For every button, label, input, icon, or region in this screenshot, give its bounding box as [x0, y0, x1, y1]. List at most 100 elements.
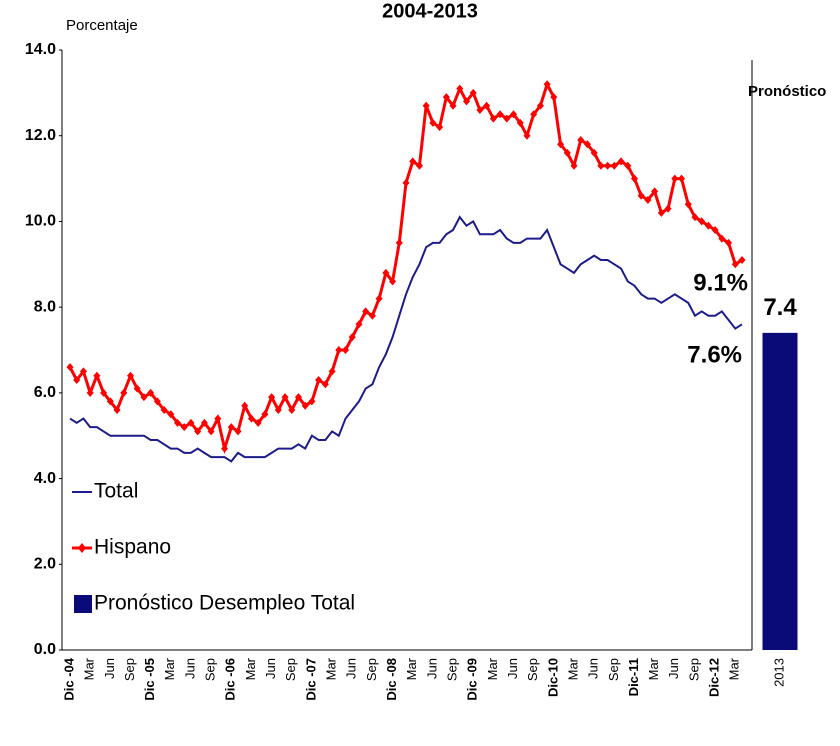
y-tick-label: 6.0 [34, 384, 56, 401]
marker [100, 388, 108, 397]
legend-label: Pronóstico Desempleo Total [94, 592, 355, 615]
marker [274, 406, 282, 414]
y-tick-label: 14.0 [25, 41, 56, 58]
marker [698, 217, 706, 226]
chart-title: 2004-2013 [382, 0, 478, 22]
marker [711, 226, 719, 234]
marker [362, 307, 370, 316]
x-tick-label: Mar [162, 657, 177, 680]
series-line [68, 80, 743, 455]
y-tick-label: 4.0 [34, 470, 56, 487]
marker [476, 106, 484, 114]
x-tick-label: Dic-12 [707, 658, 722, 697]
marker [657, 208, 665, 217]
marker [664, 204, 672, 213]
x-tick-label: Mar [565, 657, 580, 680]
annotation: 7.6% [687, 341, 742, 368]
marker [442, 93, 450, 102]
marker [375, 294, 383, 303]
marker [328, 367, 336, 376]
y-tick-label: 2.0 [34, 556, 56, 573]
marker [167, 410, 175, 419]
marker [422, 101, 430, 110]
marker [651, 187, 659, 196]
marker [637, 191, 645, 200]
marker [247, 414, 255, 423]
x-tick-label: Jun [424, 658, 439, 679]
marker [348, 333, 356, 342]
marker [73, 376, 81, 384]
legend-label: Total [94, 480, 138, 503]
marker [409, 157, 417, 166]
x-tick-label: Dic-10 [545, 658, 560, 697]
x-tick-label: Mar [82, 657, 97, 680]
marker [368, 311, 376, 320]
x-tick-label: Sep [364, 658, 379, 681]
marker [180, 423, 188, 432]
marker [294, 393, 302, 402]
marker [355, 320, 363, 329]
marker [308, 397, 316, 406]
x-tick-label: Jun [263, 658, 278, 679]
marker [261, 410, 269, 419]
y-tick-label: 0.0 [34, 641, 56, 658]
x-tick-label: 2013 [771, 658, 786, 687]
x-tick-label: Dic-11 [626, 658, 641, 696]
marker [624, 161, 632, 170]
y-tick-label: 8.0 [34, 298, 56, 315]
marker [395, 238, 403, 247]
bar [762, 332, 798, 650]
marker [691, 213, 699, 222]
x-tick-label: Mar [243, 657, 258, 680]
x-tick-label: Dic -08 [384, 658, 399, 701]
panel-title: Pronóstico [748, 83, 826, 100]
marker [342, 346, 350, 354]
marker [106, 397, 114, 406]
marker [113, 406, 121, 414]
marker [227, 423, 235, 432]
marker [704, 221, 712, 230]
marker [462, 97, 470, 106]
x-tick-label: Jun [182, 658, 197, 679]
series-line [69, 215, 743, 463]
marker [79, 367, 87, 376]
marker [483, 101, 491, 110]
marker [335, 346, 343, 354]
marker [288, 406, 296, 414]
annotation: 9.1% [693, 269, 748, 296]
x-tick-label: Dic -05 [142, 658, 157, 701]
bar-value-label: 7.4 [763, 294, 797, 321]
y-tick-label: 12.0 [25, 127, 56, 144]
marker [268, 393, 276, 402]
x-tick-label: Sep [122, 658, 137, 681]
marker [610, 161, 618, 170]
x-tick-label: Mar [485, 657, 500, 680]
marker [301, 401, 309, 410]
marker [577, 136, 585, 144]
marker [469, 88, 477, 97]
x-tick-label: Sep [686, 658, 701, 681]
marker [570, 161, 578, 170]
marker [321, 380, 329, 389]
marker [382, 268, 390, 277]
x-tick-label: Mar [646, 657, 661, 680]
marker [718, 234, 726, 243]
marker [194, 427, 202, 436]
marker [402, 178, 410, 187]
marker [429, 118, 437, 127]
marker [550, 93, 558, 102]
marker [449, 101, 457, 110]
x-tick-label: Mar [727, 657, 742, 680]
marker [86, 388, 94, 397]
marker [516, 118, 524, 127]
x-tick-label: Sep [525, 658, 540, 681]
marker [133, 384, 141, 393]
marker [503, 114, 511, 123]
marker [281, 393, 289, 402]
x-tick-label: Jun [586, 658, 601, 679]
marker [207, 427, 215, 436]
marker [557, 140, 565, 149]
marker [496, 110, 504, 119]
marker [590, 148, 598, 157]
